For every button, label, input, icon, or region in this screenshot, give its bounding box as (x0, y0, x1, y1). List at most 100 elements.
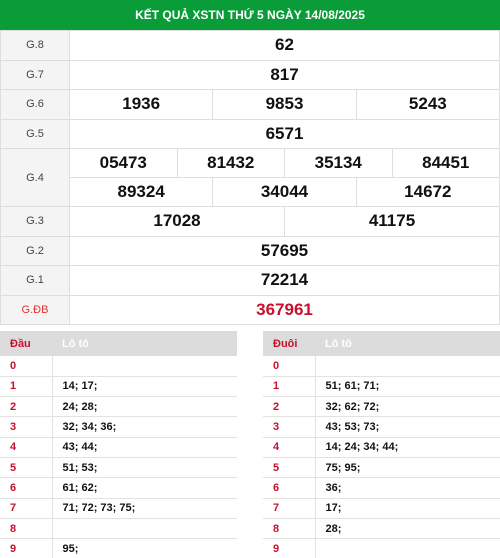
row-key: 9 (0, 538, 53, 558)
prize-number: 5243 (355, 90, 499, 119)
row-value: 28; (315, 518, 500, 540)
table-row: 7 17; (263, 498, 500, 519)
row-value: 17; (315, 498, 500, 519)
row-value (315, 356, 500, 377)
row-key: 3 (263, 416, 316, 438)
prize-row-g5: G.5 6571 (0, 118, 500, 149)
row-value: 14; 24; 34; 44; (315, 437, 500, 458)
row-key: 6 (0, 477, 53, 499)
prize-label: G.6 (0, 89, 70, 120)
dau-header: Đầu (0, 331, 52, 356)
prize-number: 57695 (260, 240, 309, 260)
prize-number: 41175 (284, 207, 499, 236)
row-key: 3 (0, 416, 53, 438)
row-key: 7 (0, 498, 53, 519)
prize-number: 17028 (153, 211, 201, 231)
prize-label: G.5 (0, 118, 70, 149)
prize-number: 1936 (122, 94, 161, 114)
row-value: 32; 62; 72; (315, 396, 500, 418)
prize-number: 72214 (260, 270, 309, 290)
prize-label: G.4 (0, 148, 70, 207)
dau-loto-table: Đầu Lô tô 0 1 14; 17; 2 24; 28; 3 32; 34; 3… (0, 331, 237, 558)
table-row: 2 32; 62; 72; (263, 396, 500, 418)
row-key: 7 (263, 498, 316, 519)
table-row: 2 24; 28; (0, 396, 237, 418)
prize-number: 9853 (212, 90, 355, 119)
table-row: 5 51; 53; (0, 457, 237, 479)
row-value: 51; 61; 71; (315, 376, 500, 398)
table-row: 0 (0, 356, 237, 377)
row-value: 71; 72; 73; 75; (52, 498, 237, 519)
row-value (52, 356, 237, 377)
table-row: 4 14; 24; 34; 44; (263, 437, 500, 458)
row-value: 43; 53; 73; (315, 416, 500, 438)
table-row: 1 51; 61; 71; (263, 376, 500, 398)
table-row: 3 43; 53; 73; (263, 416, 500, 438)
results-title: KẾT QUẢ XSTN THỨ 5 NGÀY 14/08/2025 (135, 8, 365, 22)
row-key: 4 (0, 437, 53, 458)
prize-number: 14672 (355, 177, 499, 206)
prize-number: 34044 (212, 177, 355, 206)
prize-row-special: G.ĐB 367961 (0, 294, 500, 325)
prize-label: G.1 (0, 265, 70, 296)
prize-row-g1: G.1 72214 (0, 265, 500, 296)
results-header: KẾT QUẢ XSTN THỨ 5 NGÀY 14/08/2025 (0, 0, 500, 30)
row-key: 0 (0, 356, 53, 377)
row-key: 4 (263, 437, 316, 458)
prize-number: 35134 (284, 149, 392, 177)
prize-table: G.8 62 G.7 817 G.6 1936 9853 5243 G.5 65… (0, 30, 500, 325)
table-row: 1 14; 17; (0, 376, 237, 398)
prize-number: 84451 (391, 149, 500, 177)
prize-label-special: G.ĐB (0, 294, 70, 325)
table-row: 9 95; (0, 538, 237, 558)
prize-number: 89324 (117, 181, 165, 201)
prize-row-g4: G.4 05473 81432 35134 84451 89324 34044 … (0, 148, 500, 207)
row-key: 2 (0, 396, 53, 418)
prize-number: 6571 (265, 123, 304, 143)
row-value: 14; 17; (52, 376, 237, 398)
row-key: 0 (263, 356, 316, 377)
row-value: 61; 62; (52, 477, 237, 499)
duoi-loto-table: Đuôi Lô tô 0 1 51; 61; 71; 2 32; 62; 72; 3… (263, 331, 500, 558)
table-row: 3 32; 34; 36; (0, 416, 237, 438)
prize-number: 81432 (176, 149, 285, 177)
table-row: 5 75; 95; (263, 457, 500, 479)
prize-number: 817 (270, 64, 299, 84)
table-row: 7 71; 72; 73; 75; (0, 498, 237, 519)
row-key: 5 (0, 457, 53, 479)
prize-row-g3: G.3 17028 41175 (0, 206, 500, 237)
row-value (52, 518, 237, 540)
prize-label: G.2 (0, 235, 70, 266)
row-key: 6 (263, 477, 316, 499)
row-key: 2 (263, 396, 316, 418)
row-value: 36; (315, 477, 500, 499)
prize-row-g2: G.2 57695 (0, 235, 500, 266)
table-row: 4 43; 44; (0, 437, 237, 458)
table-row: 8 28; (263, 518, 500, 540)
row-key: 8 (263, 518, 316, 540)
prize-row-g8: G.8 62 (0, 30, 500, 61)
row-key: 1 (0, 376, 53, 398)
duoi-header: Đuôi (263, 331, 315, 356)
loto-header: Lô tô (52, 331, 237, 356)
prize-label: G.3 (0, 206, 70, 237)
row-value: 95; (52, 538, 237, 558)
table-row: 6 61; 62; (0, 477, 237, 499)
row-key: 5 (263, 457, 316, 479)
table-row: 8 (0, 518, 237, 540)
row-key: 9 (263, 538, 316, 558)
loto-header: Lô tô (315, 331, 500, 356)
row-key: 1 (263, 376, 316, 398)
special-prize-number: 367961 (256, 299, 313, 319)
row-key: 8 (0, 518, 53, 540)
row-value (315, 538, 500, 558)
prize-number: 62 (275, 35, 294, 55)
row-value: 75; 95; (315, 457, 500, 479)
prize-row-g7: G.7 817 (0, 59, 500, 90)
prize-label: G.8 (0, 30, 70, 61)
row-value: 51; 53; (52, 457, 237, 479)
table-row: 0 (263, 356, 500, 377)
row-value: 32; 34; 36; (52, 416, 237, 438)
table-row: 9 (263, 538, 500, 558)
row-value: 43; 44; (52, 437, 237, 458)
